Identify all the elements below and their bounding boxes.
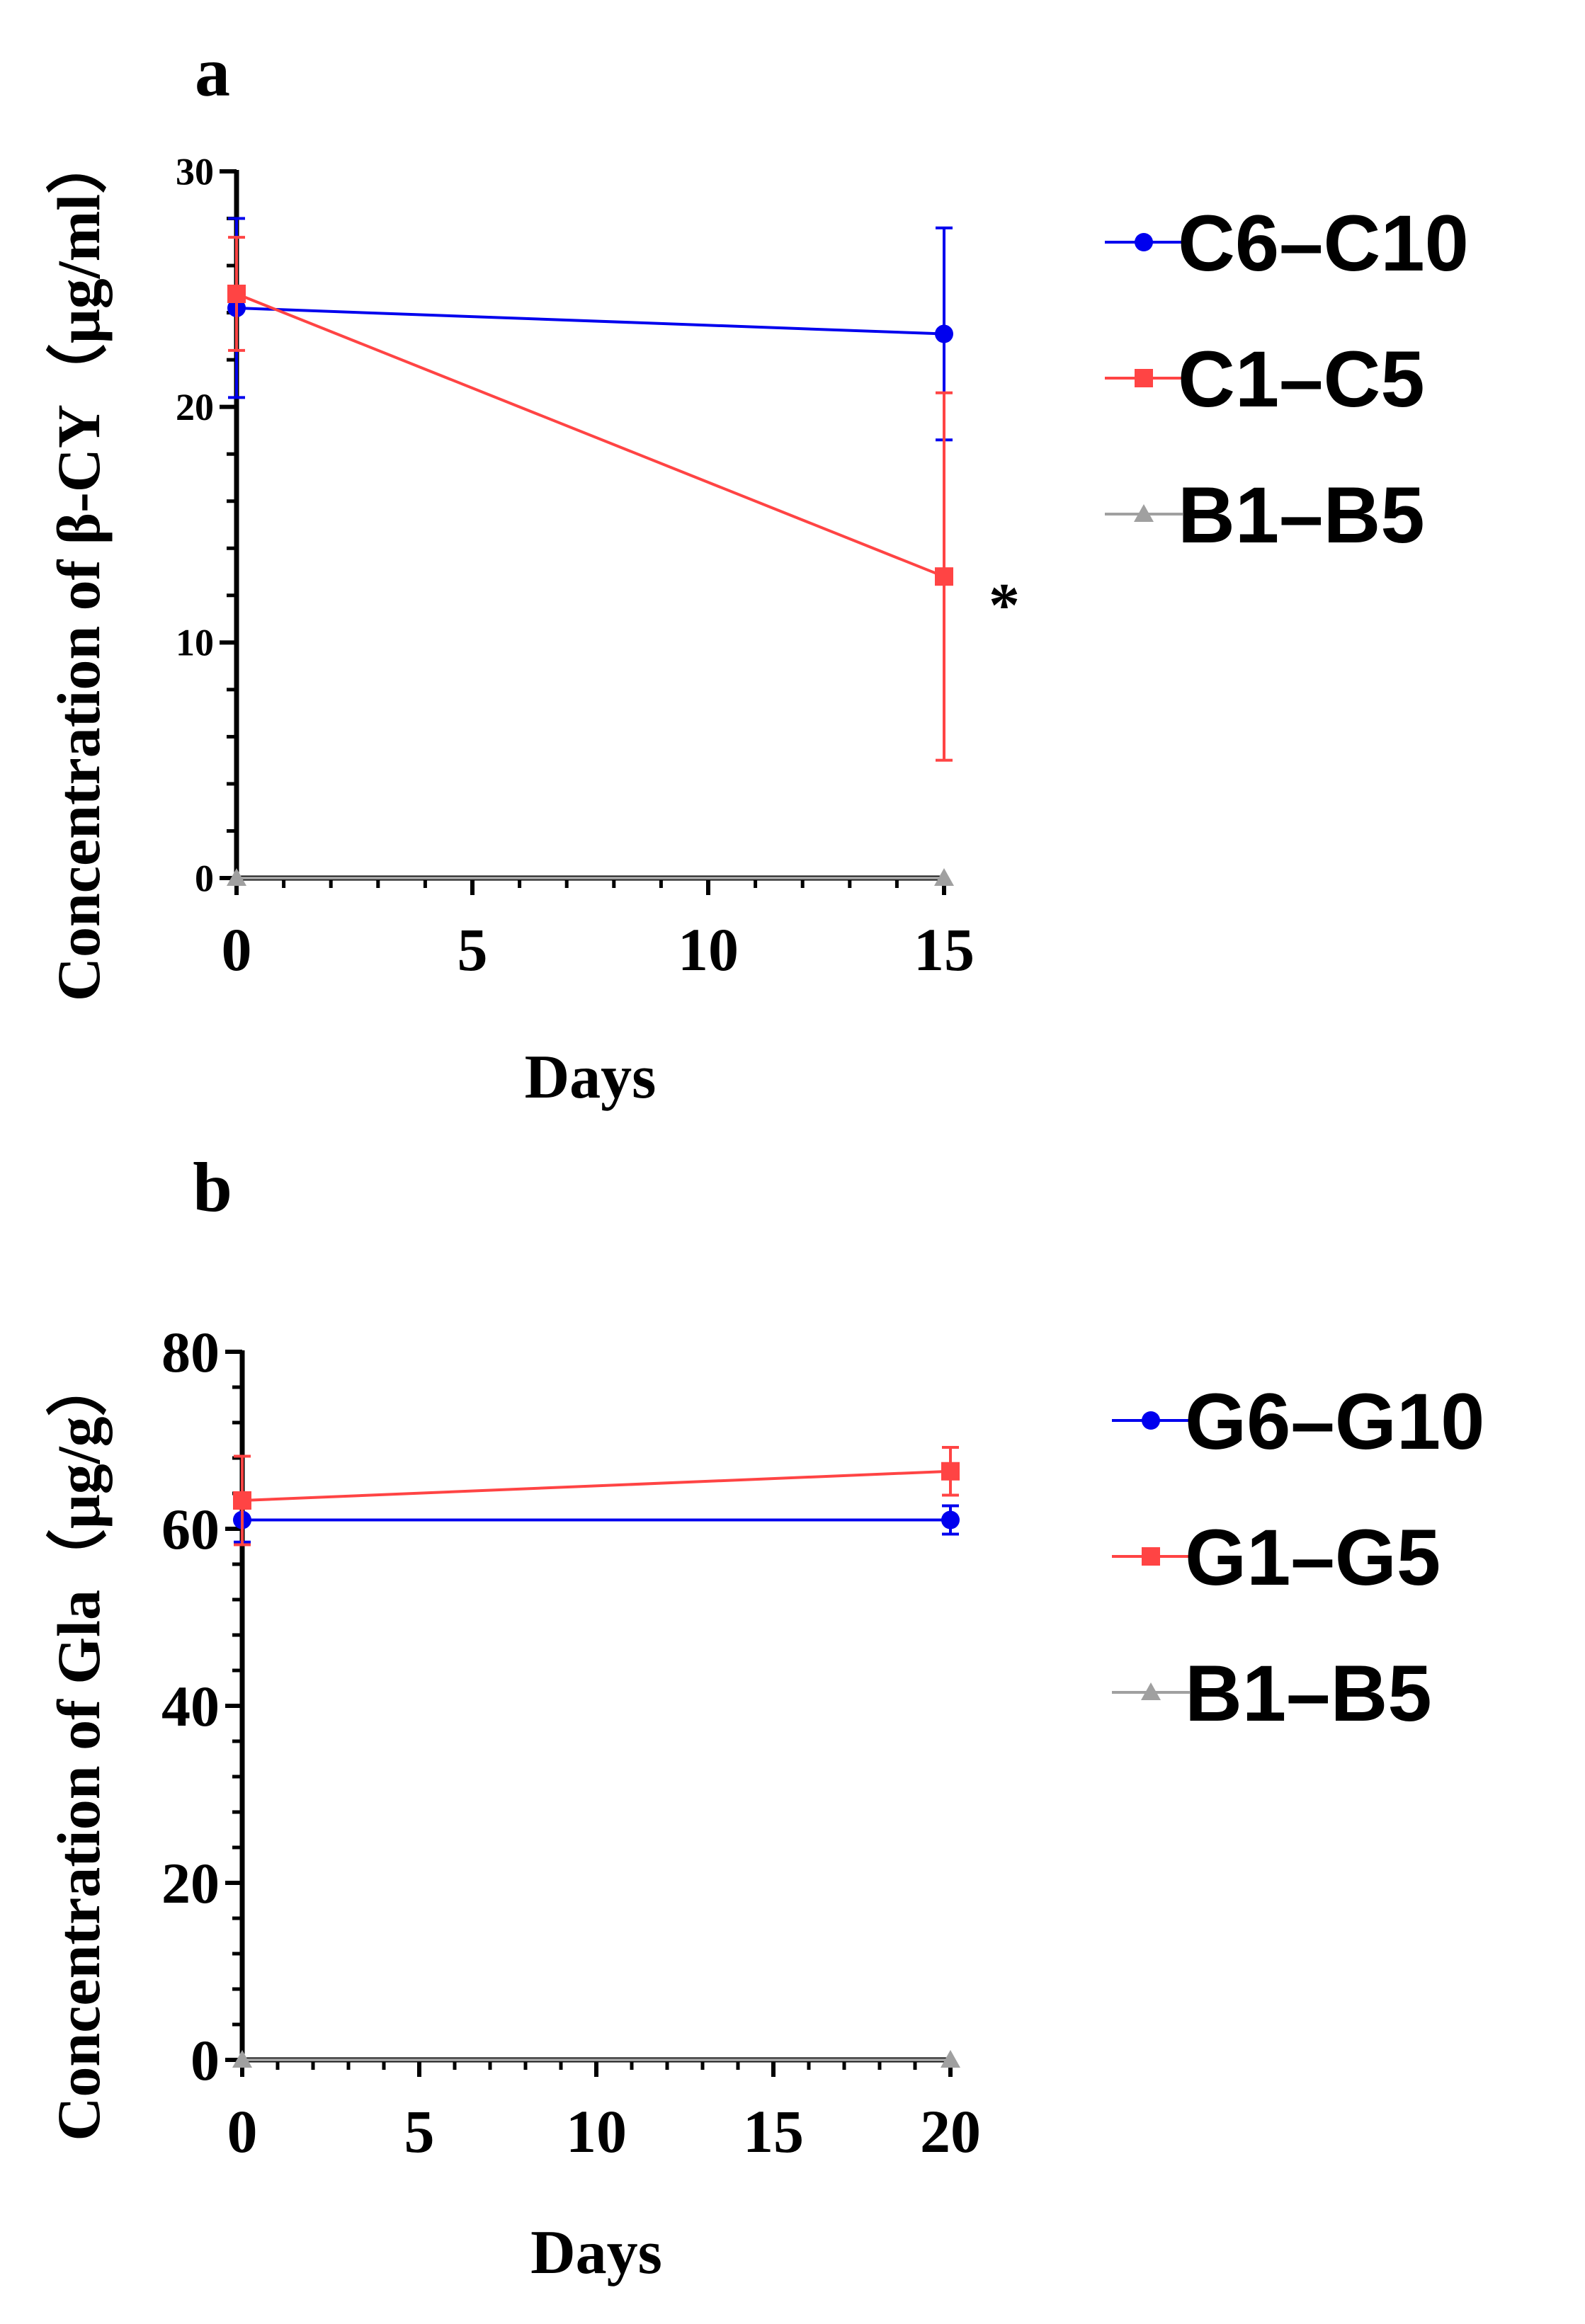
series-1 [233, 1446, 960, 1547]
series-0 [233, 1496, 960, 1544]
x-tick-label: 20 [920, 2097, 981, 2165]
x-tick-label: 5 [458, 916, 488, 984]
y-tick-label: 60 [161, 1497, 220, 1561]
legend-marker [1142, 1547, 1160, 1566]
y-tick-label: 40 [161, 1674, 220, 1738]
legend-marker [1135, 233, 1153, 251]
y-tick-label: 10 [176, 622, 214, 664]
x-axis-title: Days [525, 1043, 657, 1112]
y-tick-label: 20 [161, 1851, 220, 1915]
series-2 [232, 2050, 960, 2068]
legend-marker [1135, 369, 1153, 387]
panel-label: a [195, 33, 230, 111]
data-point [941, 1462, 960, 1481]
series-line [236, 292, 945, 579]
legend-item: C6–C10 [1105, 199, 1469, 287]
significance-star: * [989, 571, 1020, 640]
legend-label: C1–C5 [1178, 335, 1425, 423]
data-point [941, 2050, 960, 2068]
data-point [232, 2050, 252, 2068]
legend-marker [1142, 1411, 1160, 1430]
y-axis-title: Concentration of β-CY（μg/ml） [45, 133, 113, 1001]
legend-item: B1–B5 [1112, 1649, 1432, 1738]
series-line [236, 306, 945, 336]
data-point [935, 567, 953, 586]
legend-item: G6–G10 [1112, 1377, 1484, 1466]
x-axis-title: Days [530, 2218, 662, 2287]
series-2 [227, 868, 954, 886]
data-point [935, 324, 953, 343]
data-point [941, 1510, 960, 1530]
y-tick-label: 0 [195, 857, 214, 899]
panel-b: b 0 20 40 60 80 0 5 10 15 20 Days Concentration of G… [45, 1148, 1484, 2287]
x-tick-label: 0 [222, 916, 252, 984]
y-tick-label: 80 [161, 1320, 220, 1384]
y-tick-label: 30 [176, 150, 214, 193]
panel-a: a 0 10 20 30 0 5 10 15 Days Concentration of β-CY（… [45, 33, 1469, 1112]
legend-item: B1–B5 [1105, 471, 1425, 559]
legend-label: G6–G10 [1185, 1377, 1484, 1466]
y-axis-title: Concentration of Gla（μg/g） [45, 1355, 113, 2141]
x-tick-label: 10 [566, 2097, 627, 2165]
data-point [934, 868, 954, 886]
legend-label: G1–G5 [1185, 1513, 1441, 1602]
legend-item: C1–C5 [1105, 335, 1425, 423]
series-line [242, 1469, 951, 1502]
series-0 [227, 217, 953, 442]
x-tick-label: 15 [743, 2097, 804, 2165]
x-tick-label: 15 [914, 916, 975, 984]
y-tick-label: 20 [176, 386, 214, 428]
y-tick-label: 0 [191, 2028, 220, 2092]
legend-label: C6–C10 [1178, 199, 1469, 287]
x-tick-label: 10 [678, 916, 739, 984]
series-1 [227, 236, 953, 762]
x-tick-label: 0 [227, 2097, 258, 2165]
legend-label: B1–B5 [1185, 1649, 1432, 1738]
legend-label: B1–B5 [1178, 471, 1425, 559]
data-point [227, 868, 246, 886]
legend-item: G1–G5 [1112, 1513, 1441, 1602]
data-point [233, 1491, 251, 1510]
panel-label: b [193, 1148, 232, 1226]
legend-marker [1134, 504, 1154, 522]
x-tick-label: 5 [404, 2097, 435, 2165]
data-point [227, 284, 246, 303]
legend-marker [1141, 1682, 1161, 1700]
